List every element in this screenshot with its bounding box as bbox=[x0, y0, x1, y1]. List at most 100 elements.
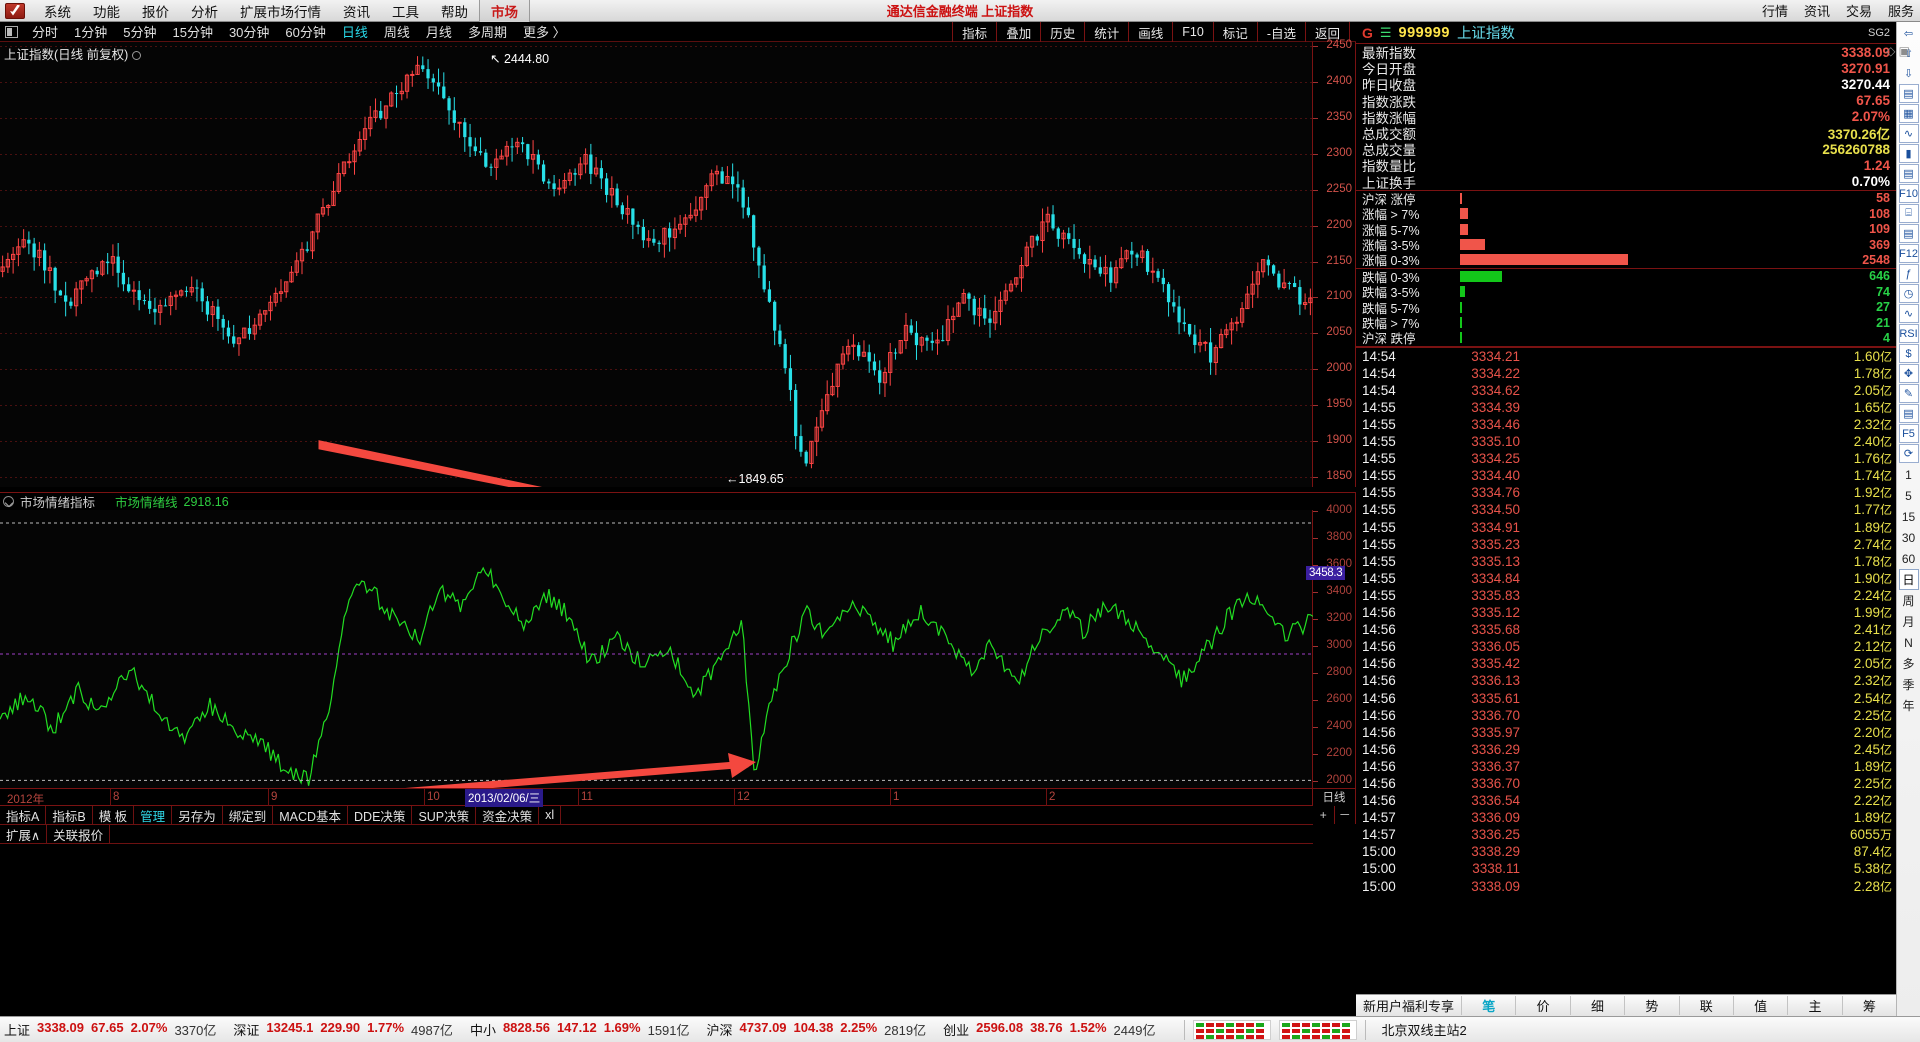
rail-period-季[interactable]: 季 bbox=[1902, 678, 1915, 692]
tick-row[interactable]: 14:55 3334.46 2.32亿 bbox=[1356, 416, 1896, 433]
tick-row[interactable]: 14:56 3336.70 2.25亿 bbox=[1356, 775, 1896, 792]
toolbar-linked-quote[interactable]: 关联报价 bbox=[47, 825, 111, 843]
rail-period-60[interactable]: 60 bbox=[1901, 551, 1916, 566]
tool-mark[interactable]: 标记 bbox=[1212, 22, 1257, 42]
dollar-icon[interactable]: $ bbox=[1898, 344, 1919, 363]
toolbar-indicator-a[interactable]: 指标A bbox=[0, 806, 47, 824]
zoom-in-button[interactable]: + bbox=[1313, 806, 1335, 824]
status-index-group[interactable]: 上证 3338.09 67.65 2.07% 3370亿 bbox=[4, 1020, 216, 1039]
tick-row[interactable]: 14:56 3335.68 2.41亿 bbox=[1356, 621, 1896, 638]
tab-zhi[interactable]: 值 bbox=[1732, 996, 1787, 1015]
period-60min[interactable]: 60分钟 bbox=[285, 25, 326, 40]
rsi-icon[interactable]: RSI bbox=[1898, 324, 1919, 343]
tick-row[interactable]: 14:55 3334.84 1.90亿 bbox=[1356, 570, 1896, 587]
toolbar-xl[interactable]: xl bbox=[539, 806, 562, 824]
tick-row[interactable]: 15:00 3338.09 2.28亿 bbox=[1356, 878, 1896, 895]
toolbar-dde[interactable]: DDE决策 bbox=[348, 806, 413, 824]
mini-heatmap-group[interactable] bbox=[1184, 1019, 1367, 1040]
zoom-out-button[interactable]: － bbox=[1338, 808, 1351, 822]
tick-row[interactable]: 14:56 3336.05 2.12亿 bbox=[1356, 638, 1896, 655]
menu-item-system[interactable]: 系统 bbox=[44, 4, 71, 20]
up-arrow-icon[interactable]: ⇧ bbox=[1903, 48, 1914, 60]
down-arrow-icon[interactable]: ⇩ bbox=[1903, 68, 1914, 80]
tick-row[interactable]: 14:56 3336.13 2.32亿 bbox=[1356, 672, 1896, 689]
tab-lian[interactable]: 联 bbox=[1678, 996, 1733, 1015]
tool-history[interactable]: 历史 bbox=[1040, 22, 1084, 42]
tool-f10[interactable]: F10 bbox=[1172, 22, 1213, 42]
toolbar-manage[interactable]: 管理 bbox=[134, 806, 173, 824]
tab-shi[interactable]: 势 bbox=[1624, 996, 1678, 1015]
tick-row[interactable]: 14:57 3336.09 1.89亿 bbox=[1356, 809, 1896, 826]
tool-indicator[interactable]: 指标 bbox=[952, 22, 996, 42]
pencil-icon[interactable]: ✎ bbox=[1898, 384, 1919, 403]
tick-row[interactable]: 15:00 3338.11 5.38亿 bbox=[1356, 860, 1896, 877]
rail-period-多[interactable]: 多 bbox=[1902, 657, 1915, 671]
promo-label[interactable]: 新用户福利专享 bbox=[1363, 999, 1455, 1014]
toolbar-macd-basic[interactable]: MACD基本 bbox=[273, 806, 349, 824]
tick-row[interactable]: 14:54 3334.62 2.05亿 bbox=[1356, 382, 1896, 399]
menu-item-quotes-right[interactable]: 行情 bbox=[1761, 4, 1788, 19]
tick-row[interactable]: 14:56 3335.42 2.05亿 bbox=[1356, 655, 1896, 672]
tick-row[interactable]: 14:57 3336.25 6055万 bbox=[1356, 826, 1896, 843]
toolbar-bind-to[interactable]: 绑定到 bbox=[223, 806, 274, 824]
menu-item-help[interactable]: 帮助 bbox=[441, 4, 468, 20]
mini-heatmap[interactable] bbox=[1193, 1019, 1272, 1040]
tab-xi[interactable]: 细 bbox=[1569, 996, 1624, 1015]
period-15min[interactable]: 15分钟 bbox=[172, 25, 213, 40]
tick-row[interactable]: 15:00 3338.29 87.4亿 bbox=[1356, 843, 1896, 860]
menu-item-news-right[interactable]: 资讯 bbox=[1803, 4, 1830, 19]
clock-icon[interactable]: ◷ bbox=[1898, 284, 1919, 303]
rail-period-30[interactable]: 30 bbox=[1901, 530, 1916, 545]
tree-icon[interactable]: ⌸ bbox=[1898, 204, 1919, 223]
rail-period-月[interactable]: 月 bbox=[1902, 615, 1915, 629]
tick-row[interactable]: 14:55 3334.39 1.65亿 bbox=[1356, 399, 1896, 416]
move-icon[interactable]: ✥ bbox=[1898, 364, 1919, 383]
period-1min[interactable]: 1分钟 bbox=[74, 25, 108, 40]
status-index-group[interactable]: 中小 8828.56 147.12 1.69% 1591亿 bbox=[470, 1020, 690, 1039]
period-multi[interactable]: 多周期 bbox=[467, 25, 507, 40]
layout-icon[interactable] bbox=[5, 25, 18, 38]
rail-period-年[interactable]: 年 bbox=[1902, 699, 1915, 713]
period-monthly[interactable]: 月线 bbox=[425, 25, 452, 40]
tick-row[interactable]: 14:56 3335.12 1.99亿 bbox=[1356, 604, 1896, 621]
period-more[interactable]: 更多 〉 bbox=[522, 25, 566, 40]
tick-row[interactable]: 14:55 3335.13 1.78亿 bbox=[1356, 553, 1896, 570]
wave-icon[interactable]: ∿ bbox=[1898, 304, 1919, 323]
hamburger-icon[interactable]: ☰ bbox=[1379, 24, 1392, 40]
period-daily[interactable]: 日线 bbox=[341, 25, 368, 40]
f10-icon[interactable]: F10 bbox=[1898, 184, 1919, 203]
menu-item-tools[interactable]: 工具 bbox=[392, 4, 419, 20]
menu-item-function[interactable]: 功能 bbox=[93, 4, 120, 20]
tick-row[interactable]: 14:55 3334.50 1.77亿 bbox=[1356, 501, 1896, 518]
status-index-group[interactable]: 沪深 4737.09 104.38 2.25% 2819亿 bbox=[707, 1020, 927, 1039]
status-index-group[interactable]: 创业 2596.08 38.76 1.52% 2449亿 bbox=[943, 1020, 1155, 1039]
menu-item-service-right[interactable]: 服务 bbox=[1887, 4, 1914, 19]
tick-row[interactable]: 14:55 3334.40 1.74亿 bbox=[1356, 467, 1896, 484]
menu-item-analysis[interactable]: 分析 bbox=[191, 4, 218, 20]
period-5min[interactable]: 5分钟 bbox=[123, 25, 157, 40]
period-minute-line[interactable]: 分时 bbox=[32, 25, 59, 40]
back-arrow-icon[interactable]: ⇦ bbox=[1903, 28, 1914, 40]
tick-row[interactable]: 14:55 3334.91 1.89亿 bbox=[1356, 519, 1896, 536]
tab-jia[interactable]: 价 bbox=[1515, 996, 1569, 1015]
tick-row[interactable]: 14:55 3334.25 1.76亿 bbox=[1356, 450, 1896, 467]
fx-icon[interactable]: ƒ bbox=[1898, 264, 1919, 283]
chart-title-icon[interactable] bbox=[132, 51, 142, 60]
tool-return[interactable]: 返回 bbox=[1304, 22, 1350, 42]
toolbar-sup[interactable]: SUP决策 bbox=[412, 806, 477, 824]
market-sentiment-chart[interactable] bbox=[0, 510, 1313, 788]
tool-overlay[interactable]: 叠加 bbox=[996, 22, 1040, 42]
menu-item-extended-market[interactable]: 扩展市场行情 bbox=[240, 4, 321, 20]
tick-row[interactable]: 14:55 3335.83 2.24亿 bbox=[1356, 587, 1896, 604]
toolbar-template[interactable]: 模 板 bbox=[93, 806, 135, 824]
tool-drawline[interactable]: 画线 bbox=[1128, 22, 1172, 42]
tab-zhu[interactable]: 主 bbox=[1787, 996, 1841, 1015]
tick-row[interactable]: 14:56 3336.29 2.45亿 bbox=[1356, 741, 1896, 758]
mini-heatmap[interactable] bbox=[1279, 1019, 1358, 1040]
line-chart-icon[interactable]: ∿ bbox=[1898, 124, 1919, 143]
rail-period-N[interactable]: N bbox=[1904, 635, 1913, 650]
tick-row[interactable]: 14:56 3336.37 1.89亿 bbox=[1356, 758, 1896, 775]
tick-row[interactable]: 14:56 3336.54 2.22亿 bbox=[1356, 792, 1896, 809]
tick-row[interactable]: 14:56 3335.97 2.20亿 bbox=[1356, 724, 1896, 741]
tick-trade-list[interactable]: 14:54 3334.21 1.60亿 14:54 3334.22 1.78亿 14:54 3… bbox=[1356, 346, 1896, 895]
